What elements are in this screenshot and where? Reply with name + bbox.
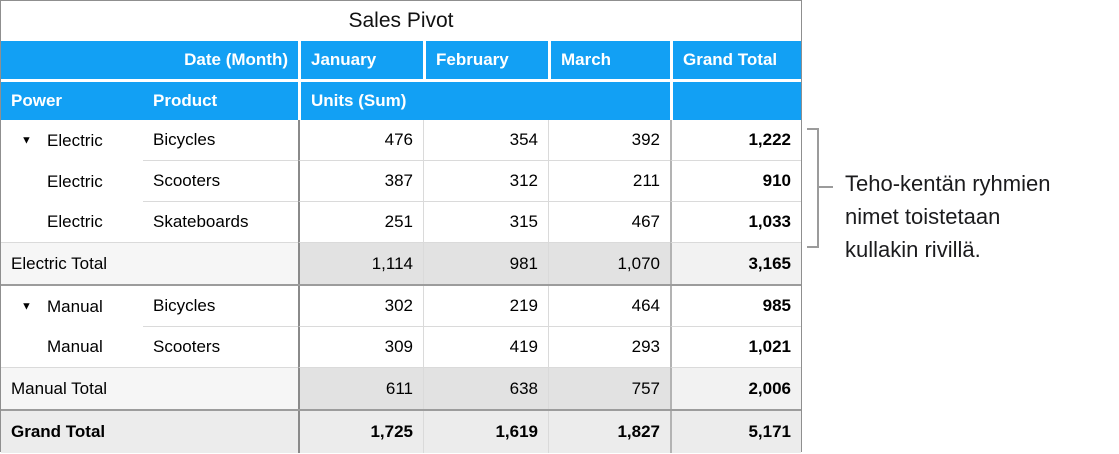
table-row: ▼ Electric Bicycles 476 354 392 1,222 xyxy=(1,120,801,161)
power-label: Electric xyxy=(47,212,103,231)
product-cell[interactable]: Skateboards xyxy=(143,202,298,243)
subtotal-march[interactable]: 757 xyxy=(548,368,670,409)
value-cell-february[interactable]: 312 xyxy=(423,161,548,202)
value-cell-grand-total[interactable]: 1,033 xyxy=(670,202,801,243)
callout-line: Teho-kentän ryhmien xyxy=(845,171,1051,196)
value-cell-grand-total[interactable]: 1,222 xyxy=(670,120,801,161)
header-divider xyxy=(1,79,801,82)
subtotal-january[interactable]: 611 xyxy=(298,368,423,409)
pivot-table: Sales Pivot Date (Month) January Februar… xyxy=(0,0,802,453)
callout-line: nimet toistetaan xyxy=(845,204,1001,229)
value-cell-march[interactable]: 392 xyxy=(548,120,670,161)
subtotal-label[interactable]: Electric Total xyxy=(1,243,298,284)
header-units-sum[interactable]: Units (Sum) xyxy=(298,82,670,120)
subtotal-january[interactable]: 1,114 xyxy=(298,243,423,284)
value-cell-january[interactable]: 302 xyxy=(298,286,423,327)
power-label: Electric xyxy=(47,130,103,150)
grand-total-label[interactable]: Grand Total xyxy=(1,411,298,453)
callout-bracket xyxy=(807,128,833,248)
product-cell[interactable]: Scooters xyxy=(143,327,298,368)
header-january[interactable]: January xyxy=(298,41,423,79)
subtotal-grand-total[interactable]: 3,165 xyxy=(670,243,801,284)
value-cell-grand-total[interactable]: 985 xyxy=(670,286,801,327)
product-cell[interactable]: Bicycles xyxy=(143,120,298,161)
power-cell[interactable]: ▼ Electric xyxy=(1,120,143,161)
value-cell-march[interactable]: 293 xyxy=(548,327,670,368)
power-cell[interactable]: ▼ Manual xyxy=(1,286,143,327)
subtotal-march[interactable]: 1,070 xyxy=(548,243,670,284)
header-grand-total[interactable]: Grand Total xyxy=(670,41,801,79)
header-row-columns: Date (Month) January February March Gran… xyxy=(1,41,801,79)
value-cell-january[interactable]: 476 xyxy=(298,120,423,161)
power-label: Electric xyxy=(47,171,103,191)
grand-total-march[interactable]: 1,827 xyxy=(548,411,670,453)
power-label: Manual xyxy=(47,337,103,356)
disclosure-triangle-icon[interactable]: ▼ xyxy=(21,134,32,146)
table-row: Electric Scooters 387 312 211 910 xyxy=(1,161,801,202)
subtotal-row-manual: Manual Total 611 638 757 2,006 xyxy=(1,368,801,411)
table-row: ▼ Manual Bicycles 302 219 464 985 xyxy=(1,286,801,327)
value-cell-march[interactable]: 464 xyxy=(548,286,670,327)
grand-total-grand-total[interactable]: 5,171 xyxy=(670,411,801,453)
subtotal-grand-total[interactable]: 2,006 xyxy=(670,368,801,409)
value-cell-march[interactable]: 467 xyxy=(548,202,670,243)
callout-text: Teho-kentän ryhmien nimet toistetaan kul… xyxy=(845,167,1050,266)
value-cell-february[interactable]: 419 xyxy=(423,327,548,368)
grand-total-february[interactable]: 1,619 xyxy=(423,411,548,453)
value-cell-february[interactable]: 315 xyxy=(423,202,548,243)
value-cell-january[interactable]: 309 xyxy=(298,327,423,368)
power-cell[interactable]: Electric xyxy=(1,161,143,202)
table-title[interactable]: Sales Pivot xyxy=(1,1,801,41)
subtotal-february[interactable]: 638 xyxy=(423,368,548,409)
table-row: Electric Skateboards 251 315 467 1,033 xyxy=(1,202,801,243)
value-cell-grand-total[interactable]: 910 xyxy=(670,161,801,202)
value-cell-january[interactable]: 387 xyxy=(298,161,423,202)
callout-line: kullakin rivillä. xyxy=(845,237,981,262)
subtotal-february[interactable]: 981 xyxy=(423,243,548,284)
value-cell-grand-total[interactable]: 1,021 xyxy=(670,327,801,368)
header-power[interactable]: Power xyxy=(1,82,143,120)
power-cell[interactable]: Electric xyxy=(1,202,143,243)
header-date-month[interactable]: Date (Month) xyxy=(1,41,298,79)
disclosure-triangle-icon[interactable]: ▼ xyxy=(21,300,32,312)
subtotal-row-electric: Electric Total 1,114 981 1,070 3,165 xyxy=(1,243,801,286)
header-row-fields: Power Product Units (Sum) xyxy=(1,82,801,120)
product-cell[interactable]: Bicycles xyxy=(143,286,298,327)
power-cell[interactable]: Manual xyxy=(1,327,143,368)
subtotal-label[interactable]: Manual Total xyxy=(1,368,298,409)
value-cell-march[interactable]: 211 xyxy=(548,161,670,202)
value-cell-january[interactable]: 251 xyxy=(298,202,423,243)
header-march[interactable]: March xyxy=(548,41,670,79)
header-february[interactable]: February xyxy=(423,41,548,79)
product-cell[interactable]: Scooters xyxy=(143,161,298,202)
grand-total-january[interactable]: 1,725 xyxy=(298,411,423,453)
table-row: Manual Scooters 309 419 293 1,021 xyxy=(1,327,801,368)
grand-total-row: Grand Total 1,725 1,619 1,827 5,171 xyxy=(1,411,801,453)
power-label: Manual xyxy=(47,296,103,316)
header-product[interactable]: Product xyxy=(143,82,298,120)
value-cell-february[interactable]: 219 xyxy=(423,286,548,327)
header-grand-total-spacer xyxy=(670,82,801,120)
value-cell-february[interactable]: 354 xyxy=(423,120,548,161)
